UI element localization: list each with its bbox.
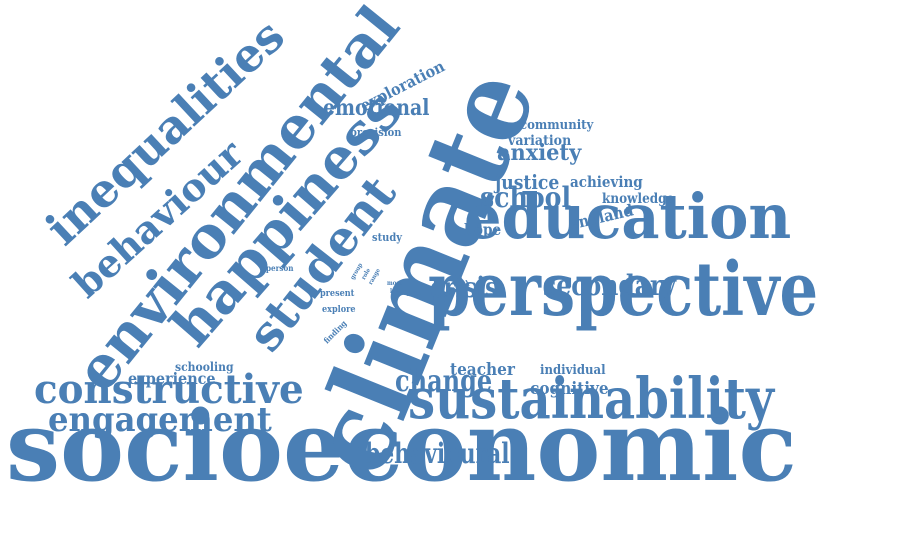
word-hope: hope xyxy=(464,220,502,240)
word-perspective: perspective xyxy=(428,246,819,333)
word-achieving: achieving xyxy=(570,173,643,191)
word-emotional: emotional xyxy=(323,95,430,122)
word-knowledge: knowledge xyxy=(602,190,675,207)
word-secondary: secondary xyxy=(543,268,677,302)
word-school: school xyxy=(480,180,572,214)
word-crisis: crisis xyxy=(430,270,498,304)
word-anxiety: anxiety xyxy=(497,140,582,167)
word-cognitive: cognitive xyxy=(530,379,609,400)
word-explore: explore xyxy=(322,304,356,315)
word-lower: lower xyxy=(390,288,407,296)
word-child: child xyxy=(406,291,422,299)
word-person: person xyxy=(266,262,294,273)
word-teacher: teacher xyxy=(450,360,515,381)
word-provision: provision xyxy=(350,126,402,140)
word-variation: variation xyxy=(508,132,572,149)
word-socioeconomic: socioeconomic xyxy=(6,390,797,504)
word-behavioural: behavioural xyxy=(365,436,510,470)
word-change: change xyxy=(395,364,493,399)
word-justice: justice xyxy=(495,170,560,194)
word-study: study xyxy=(372,231,403,245)
word-present: present xyxy=(320,288,355,299)
word-sustainability: sustainability xyxy=(408,366,774,433)
word-engagement: engagement xyxy=(48,399,272,440)
word-constructive: constructive xyxy=(34,366,304,413)
word-schooling: schooling xyxy=(175,360,234,375)
word-most: most xyxy=(387,280,402,288)
word-community: community xyxy=(520,117,594,133)
word-experience: experience xyxy=(128,369,216,389)
word-education: education xyxy=(464,180,792,254)
word-individual: individual xyxy=(540,362,606,378)
